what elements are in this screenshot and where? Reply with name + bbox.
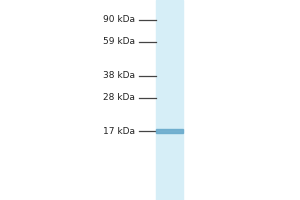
Bar (156, 0, 183, 200)
Text: 17 kDa: 17 kDa (103, 127, 135, 136)
Text: 59 kDa: 59 kDa (103, 38, 135, 46)
Bar (156, 129, 183, 133)
Text: 28 kDa: 28 kDa (103, 94, 135, 102)
Text: 90 kDa: 90 kDa (103, 16, 135, 24)
Text: 38 kDa: 38 kDa (103, 72, 135, 80)
